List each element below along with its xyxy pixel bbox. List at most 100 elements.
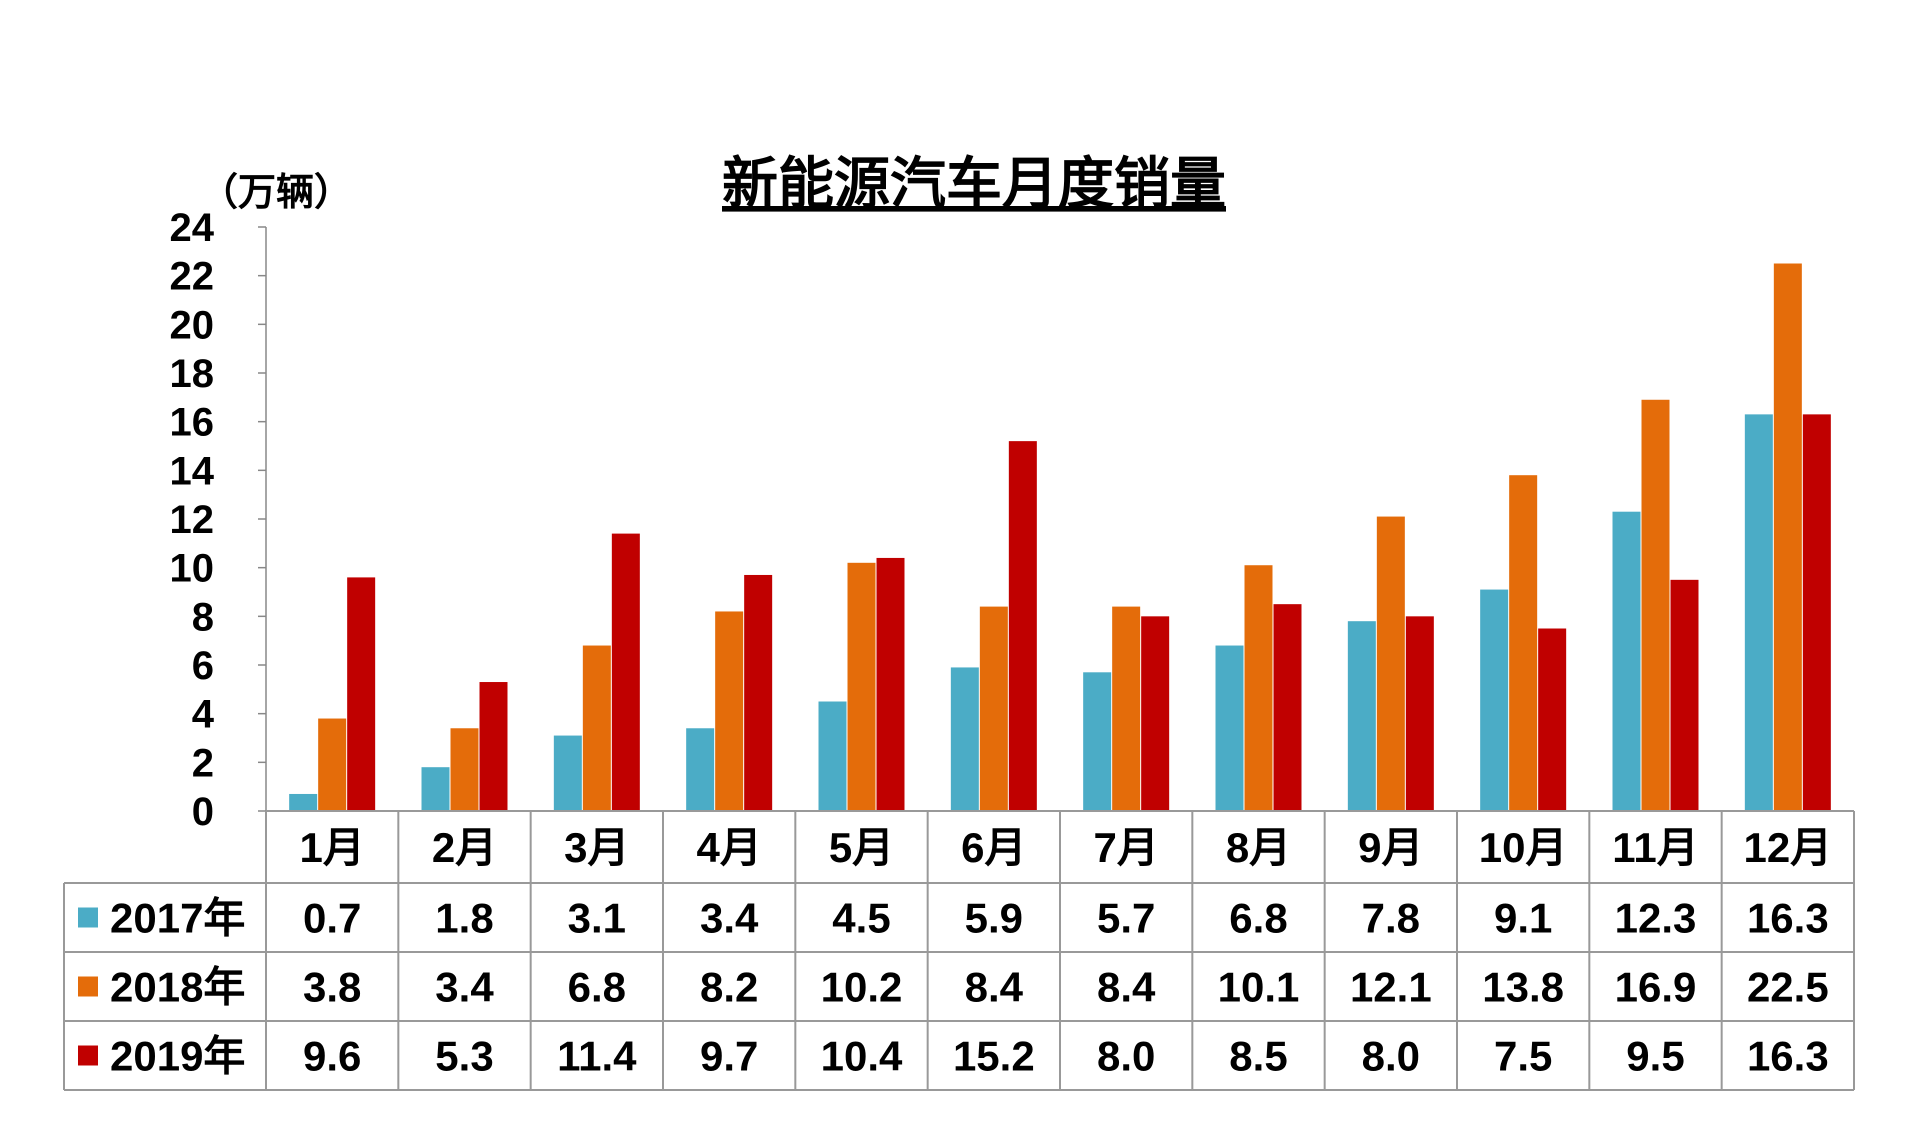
y-tick-label: 18 bbox=[170, 352, 215, 396]
bar-2018年-9月 bbox=[1376, 516, 1405, 811]
table-value: 16.9 bbox=[1615, 964, 1697, 1011]
x-category-label: 9月 bbox=[1358, 824, 1423, 871]
bar-2018年-4月 bbox=[715, 611, 744, 811]
x-category-label: 1月 bbox=[299, 824, 364, 871]
x-category-label: 6月 bbox=[961, 824, 1026, 871]
x-category-label: 2月 bbox=[432, 824, 497, 871]
table-value: 5.7 bbox=[1097, 895, 1155, 942]
table-value: 6.8 bbox=[1229, 895, 1287, 942]
table-value: 8.4 bbox=[965, 964, 1024, 1011]
table-value: 3.4 bbox=[435, 964, 494, 1011]
legend-label: 2017年 bbox=[110, 895, 245, 942]
table-value: 8.0 bbox=[1362, 1033, 1420, 1080]
table-value: 9.7 bbox=[700, 1033, 758, 1080]
x-category-label: 3月 bbox=[564, 824, 629, 871]
bar-2019年-9月 bbox=[1405, 616, 1434, 811]
bar-2017年-12月 bbox=[1744, 414, 1773, 811]
y-tick-label: 14 bbox=[170, 449, 215, 493]
table-value: 16.3 bbox=[1747, 1033, 1829, 1080]
bar-2019年-11月 bbox=[1670, 579, 1699, 811]
table-value: 22.5 bbox=[1747, 964, 1829, 1011]
legend-swatch-2018年 bbox=[78, 976, 98, 997]
table-value: 8.4 bbox=[1097, 964, 1156, 1011]
y-tick-label: 0 bbox=[192, 790, 214, 834]
y-tick-label: 2 bbox=[192, 741, 214, 785]
x-category-label: 4月 bbox=[696, 824, 761, 871]
data-table: 1月 2月 3月 4月 5月 6月 7月 8月 9月 10月 11月 12月 2017年 0.7 1.8 3.… bbox=[63, 810, 1855, 1091]
bar-2019年-3月 bbox=[611, 533, 640, 811]
y-tick-label: 20 bbox=[170, 303, 215, 347]
bar-2018年-6月 bbox=[979, 606, 1008, 811]
bar-2018年-10月 bbox=[1509, 475, 1538, 811]
table-value: 8.0 bbox=[1097, 1033, 1155, 1080]
y-axis-unit-label: （万辆） bbox=[200, 172, 352, 214]
x-category-label: 11月 bbox=[1612, 824, 1698, 871]
table-value: 10.1 bbox=[1218, 964, 1300, 1011]
x-category-label: 8月 bbox=[1226, 824, 1291, 871]
table-value: 8.5 bbox=[1229, 1033, 1287, 1080]
table-value: 15.2 bbox=[953, 1033, 1035, 1080]
bar-2018年-5月 bbox=[847, 562, 876, 811]
bar-2019年-1月 bbox=[347, 577, 376, 811]
table-value: 11.4 bbox=[557, 1033, 637, 1080]
bar-2017年-6月 bbox=[950, 667, 979, 811]
table-value: 4.5 bbox=[832, 895, 890, 942]
table-value: 5.3 bbox=[435, 1033, 493, 1080]
bar-2017年-9月 bbox=[1347, 621, 1376, 811]
bar-2017年-11月 bbox=[1612, 511, 1641, 811]
bar-2018年-2月 bbox=[450, 728, 479, 811]
bar-2017年-4月 bbox=[686, 728, 715, 811]
table-value: 10.4 bbox=[821, 1033, 903, 1080]
chart-title: 新能源汽车月度销量 bbox=[722, 152, 1226, 215]
bar-2019年-12月 bbox=[1802, 414, 1831, 811]
table-value: 6.8 bbox=[568, 964, 626, 1011]
bar-2017年-1月 bbox=[289, 793, 318, 811]
y-tick-label: 22 bbox=[170, 255, 215, 299]
legend-swatch-2019年 bbox=[78, 1045, 98, 1066]
y-tick-label: 16 bbox=[170, 401, 215, 445]
table-value: 5.9 bbox=[965, 895, 1023, 942]
y-tick-label: 10 bbox=[170, 547, 215, 591]
y-tick-label: 6 bbox=[192, 644, 214, 688]
legend-swatch-2017年 bbox=[78, 907, 98, 928]
table-value: 12.3 bbox=[1615, 895, 1697, 942]
table-value: 7.5 bbox=[1494, 1033, 1552, 1080]
bar-2017年-7月 bbox=[1083, 672, 1112, 811]
bar-2018年-12月 bbox=[1773, 263, 1802, 811]
bar-2018年-8月 bbox=[1244, 565, 1273, 811]
x-category-label: 7月 bbox=[1093, 824, 1158, 871]
bar-2019年-4月 bbox=[744, 574, 773, 811]
bar-2017年-5月 bbox=[818, 701, 847, 811]
y-tick-label: 8 bbox=[192, 595, 214, 639]
table-value: 8.2 bbox=[700, 964, 758, 1011]
bar-2017年-2月 bbox=[421, 767, 450, 811]
x-category-label: 10月 bbox=[1479, 824, 1568, 871]
table-value: 9.5 bbox=[1626, 1033, 1684, 1080]
y-tick-label: 12 bbox=[170, 498, 215, 542]
table-value: 9.6 bbox=[303, 1033, 361, 1080]
bar-2019年-2月 bbox=[479, 682, 508, 811]
bar-2019年-8月 bbox=[1273, 604, 1302, 811]
y-tick-label: 24 bbox=[170, 206, 215, 250]
x-category-label: 12月 bbox=[1743, 824, 1832, 871]
table-value: 1.8 bbox=[435, 895, 493, 942]
table-value: 0.7 bbox=[303, 895, 361, 942]
bar-2018年-3月 bbox=[582, 645, 611, 811]
table-value: 9.1 bbox=[1494, 895, 1552, 942]
y-tick-label: 4 bbox=[192, 693, 215, 737]
table-value: 3.4 bbox=[700, 895, 759, 942]
table-value: 12.1 bbox=[1350, 964, 1432, 1011]
bar-2019年-7月 bbox=[1141, 616, 1170, 811]
legend-label: 2019年 bbox=[110, 1033, 245, 1080]
bar-2019年-10月 bbox=[1538, 628, 1567, 811]
table-value: 10.2 bbox=[821, 964, 903, 1011]
bar-2017年-8月 bbox=[1215, 645, 1244, 811]
bar-2018年-7月 bbox=[1112, 606, 1141, 811]
bar-2017年-3月 bbox=[553, 735, 582, 811]
legend-label: 2018年 bbox=[110, 964, 245, 1011]
bar-2019年-6月 bbox=[1008, 441, 1037, 811]
table-value: 13.8 bbox=[1482, 964, 1564, 1011]
table-value: 16.3 bbox=[1747, 895, 1829, 942]
